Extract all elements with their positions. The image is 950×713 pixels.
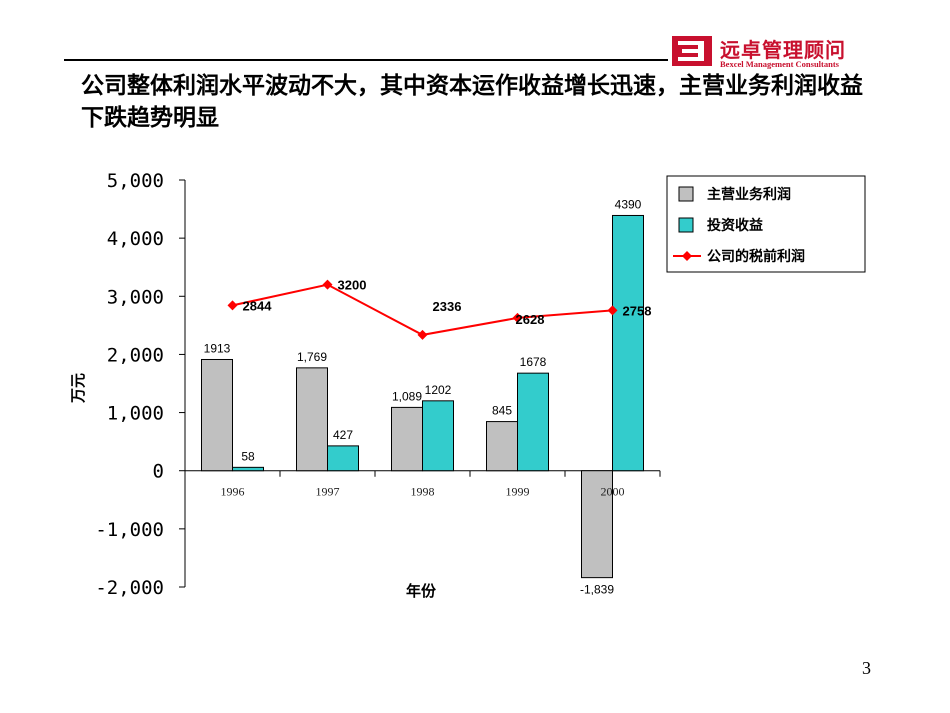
legend-label: 公司的税前利润 (707, 248, 805, 264)
bar-investment-income-1997 (327, 445, 359, 472)
y-tick-label: -1,000 (95, 519, 164, 541)
x-tick-label: 1999 (506, 485, 530, 499)
page-number: 3 (862, 658, 871, 678)
line-data-label: 3200 (338, 278, 367, 293)
logo-chinese-name: 远卓管理顾问 (720, 38, 846, 62)
x-axis-title: 年份 (406, 582, 437, 600)
line-data-label: 2758 (623, 303, 652, 318)
slide-headline: 公司整体利润水平波动不大，其中资本运作收益增长迅速，主营业务利润收益下跌趋势明显 (81, 73, 863, 131)
bar-data-label: -1,839 (580, 583, 614, 597)
bar-data-label: 1,089 (392, 389, 422, 403)
line-data-label: 2844 (243, 298, 273, 313)
bar-data-label: 58 (241, 449, 255, 463)
bar-data-label: 1913 (204, 341, 231, 355)
legend-label: 投资收益 (707, 217, 763, 233)
bar-investment-income-1996 (232, 466, 264, 472)
bar-data-label: 4390 (615, 197, 642, 211)
line-marker-2000 (607, 305, 618, 316)
company-logo: 远卓管理顾问 Bexcel Management Consultants (668, 34, 883, 70)
y-tick-label: -2,000 (95, 577, 164, 599)
x-tick-label: 2000 (601, 485, 625, 499)
bar-investment-income-1999 (517, 372, 549, 472)
legend-swatch (678, 186, 694, 202)
bar-main-profit-1999 (486, 421, 518, 472)
line-marker-1997 (322, 279, 333, 290)
bar-main-profit-1996 (201, 358, 233, 472)
y-tick-label: 5,000 (107, 170, 164, 192)
line-marker-1998 (417, 329, 428, 340)
y-tick-label: 2,000 (107, 344, 164, 366)
bar-investment-income-2000 (612, 214, 644, 472)
bar-main-profit-2000 (581, 470, 613, 579)
logo-english-name: Bexcel Management Consultants (720, 59, 839, 69)
y-tick-label: 3,000 (107, 286, 164, 308)
bar-data-label: 845 (492, 404, 512, 418)
bar-main-profit-1998 (391, 406, 423, 472)
legend-marker (682, 251, 692, 261)
header-divider (64, 59, 668, 61)
bar-investment-income-1998 (422, 400, 454, 472)
x-tick-label: 1996 (221, 485, 245, 499)
y-tick-label: 1,000 (107, 403, 164, 425)
line-data-label: 2336 (433, 299, 462, 314)
bar-data-label: 1,769 (297, 350, 327, 364)
y-tick-label: 4,000 (107, 228, 164, 250)
line-marker-1996 (227, 300, 238, 311)
bar-data-label: 1202 (425, 383, 452, 397)
x-tick-label: 1997 (316, 485, 340, 499)
line-data-label: 2628 (516, 312, 545, 327)
bar-main-profit-1997 (296, 367, 328, 472)
x-tick-label: 1998 (411, 485, 435, 499)
bar-data-label: 1678 (520, 355, 547, 369)
y-tick-label: 0 (153, 461, 164, 483)
line-pretax-profit (232, 283, 613, 336)
legend-swatch (678, 217, 694, 233)
legend-label: 主营业务利润 (707, 186, 791, 202)
y-axis-title: 万元 (70, 373, 87, 404)
bexcel-logo-icon (672, 36, 712, 66)
line-marker-1999 (512, 312, 523, 323)
bar-data-label: 427 (333, 428, 353, 442)
